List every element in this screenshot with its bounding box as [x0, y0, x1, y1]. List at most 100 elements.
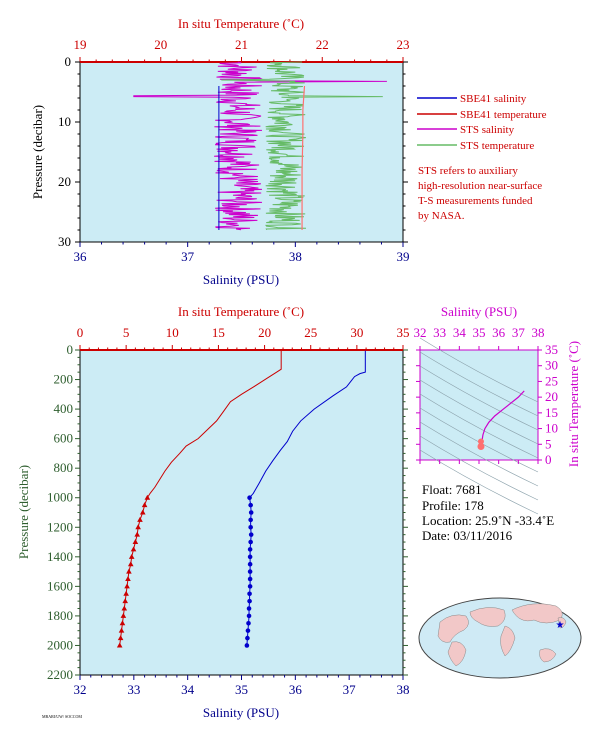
- top-temp-tick-label: 21: [235, 37, 248, 52]
- salinity-data-point: [245, 635, 250, 641]
- sts-salinity-line: [133, 61, 387, 231]
- bottom-pressure-tick-label: 1000: [47, 490, 73, 505]
- salinity-data-point: [247, 598, 252, 604]
- bottom-sal-tick-label: 37: [343, 682, 357, 697]
- ts-diagram-inset: Salinity (PSU) In situ Temperature (˚C) …: [414, 304, 581, 515]
- density-contour: [419, 435, 539, 501]
- bottom-pressure-tick-label: 1200: [47, 519, 73, 534]
- bottom-plot-area: [79, 349, 404, 676]
- sts-note-line-2: high-resolution near-surface: [418, 180, 542, 192]
- bottom-sal-tick-label: 33: [127, 682, 140, 697]
- bottom-temp-tick-label: 0: [77, 325, 84, 340]
- salinity-data-point: [247, 569, 253, 574]
- density-contour: [419, 379, 539, 445]
- salinity-profile-line: [249, 350, 366, 499]
- profile-number: Profile: 178: [422, 498, 484, 513]
- ts-curve: [480, 390, 525, 447]
- temperature-data-point: [130, 546, 137, 552]
- legend-label-sbe-temperature: SBE41 temperature: [460, 109, 547, 121]
- salinity-data-point: [247, 584, 253, 589]
- float-info-block: Float: 7681 Profile: 178 Location: 25.9˚…: [422, 482, 554, 543]
- temperature-data-point: [125, 575, 131, 581]
- location: Location: 25.9˚N -33.4˚E: [422, 513, 554, 528]
- bottom-sal-tick-label: 34: [181, 682, 195, 697]
- bottom-pressure-axis-label: Pressure (decibar): [16, 465, 31, 559]
- ts-temp-tick-label: 0: [545, 452, 552, 467]
- top-pressure-tick-label: 10: [58, 114, 71, 129]
- float-location-star-icon: ★: [556, 620, 565, 631]
- bottom-temp-tick-label: 10: [166, 325, 179, 340]
- top-sal-tick-label: 37: [181, 249, 195, 264]
- density-contour: [419, 365, 539, 431]
- bottom-pressure-tick-label: 800: [54, 460, 74, 475]
- legend-label-sts-temperature: STS temperature: [460, 140, 534, 152]
- top-temperature-axis-label: In situ Temperature (˚C): [178, 16, 304, 31]
- top-temp-tick-label: 23: [397, 37, 410, 52]
- top-sal-tick-label: 39: [397, 249, 410, 264]
- bottom-temp-tick-label: 25: [304, 325, 317, 340]
- legend-label-sbe-salinity: SBE41 salinity: [460, 93, 527, 105]
- salinity-data-point: [248, 532, 254, 537]
- sts-temperature-line: [221, 61, 383, 231]
- temperature-data-point: [116, 642, 123, 648]
- ts-sal-tick-label: 35: [473, 325, 486, 340]
- temperature-data-point: [117, 635, 124, 641]
- ts-sal-tick-label: 33: [433, 325, 446, 340]
- bottom-pressure-tick-label: 1600: [47, 578, 73, 593]
- temperature-data-point: [144, 494, 151, 500]
- ts-sal-tick-label: 38: [532, 325, 545, 340]
- map-continents: [437, 603, 567, 667]
- ts-sal-tick-label: 32: [414, 325, 427, 340]
- density-contour: [419, 407, 539, 473]
- temperature-data-point: [128, 553, 135, 559]
- top-salinity-axis-label: Salinity (PSU): [203, 272, 279, 287]
- bottom-sal-tick-label: 38: [397, 682, 410, 697]
- ts-temp-tick-label: 5: [545, 436, 552, 451]
- ts-sal-tick-label: 37: [512, 325, 526, 340]
- bottom-pressure-tick-label: 2000: [47, 637, 73, 652]
- bottom-temp-tick-label: 35: [397, 325, 410, 340]
- bottom-panel-chart: In situ Temperature (˚C) Salinity (PSU) …: [16, 304, 410, 720]
- bottom-sal-tick-label: 35: [235, 682, 248, 697]
- salinity-data-point: [244, 643, 250, 648]
- temperature-data-point: [137, 516, 143, 522]
- density-contour: [419, 393, 539, 459]
- temperature-data-point: [121, 605, 128, 611]
- salinity-data-point: [246, 613, 252, 619]
- ts-temp-tick-label: 20: [545, 389, 558, 404]
- salinity-data-point: [247, 576, 253, 582]
- bottom-temp-tick-label: 30: [350, 325, 363, 340]
- bottom-temp-tick-label: 20: [258, 325, 271, 340]
- salinity-data-point: [247, 495, 252, 501]
- salinity-data-point: [247, 561, 253, 567]
- legend: SBE41 salinity SBE41 temperature STS sal…: [417, 93, 547, 222]
- bottom-pressure-tick-label: 200: [54, 372, 74, 387]
- salinity-data-point: [247, 547, 253, 552]
- ts-sal-tick-label: 34: [453, 325, 467, 340]
- density-contour: [419, 337, 539, 403]
- top-temp-tick-label: 19: [74, 37, 87, 52]
- sbe41-temperature-line: [301, 85, 306, 230]
- temperature-data-point: [132, 539, 139, 545]
- top-temp-tick-label: 20: [154, 37, 167, 52]
- salinity-data-point: [246, 620, 251, 626]
- bottom-temperature-axis-label: In situ Temperature (˚C): [178, 304, 304, 319]
- ts-temperature-axis-label: In situ Temperature (˚C): [566, 341, 581, 467]
- ts-deep-cluster: [477, 438, 484, 445]
- salinity-data-point: [248, 517, 253, 523]
- bottom-pressure-tick-label: 1400: [47, 549, 73, 564]
- temperature-data-point: [126, 568, 132, 574]
- salinity-data-point: [248, 524, 253, 530]
- top-pressure-tick-label: 20: [58, 174, 71, 189]
- bottom-sal-tick-label: 36: [289, 682, 303, 697]
- legend-label-sts-salinity: STS salinity: [460, 124, 515, 136]
- sts-note-line-4: by NASA.: [418, 210, 465, 222]
- bottom-salinity-axis-label: Salinity (PSU): [203, 705, 279, 720]
- temperature-data-point: [127, 561, 134, 567]
- salinity-data-point: [246, 606, 252, 611]
- density-contour: [419, 421, 539, 487]
- temperature-data-point: [118, 627, 125, 633]
- temperature-data-point: [134, 531, 141, 537]
- salinity-data-point: [247, 554, 253, 560]
- top-sal-tick-label: 38: [289, 249, 302, 264]
